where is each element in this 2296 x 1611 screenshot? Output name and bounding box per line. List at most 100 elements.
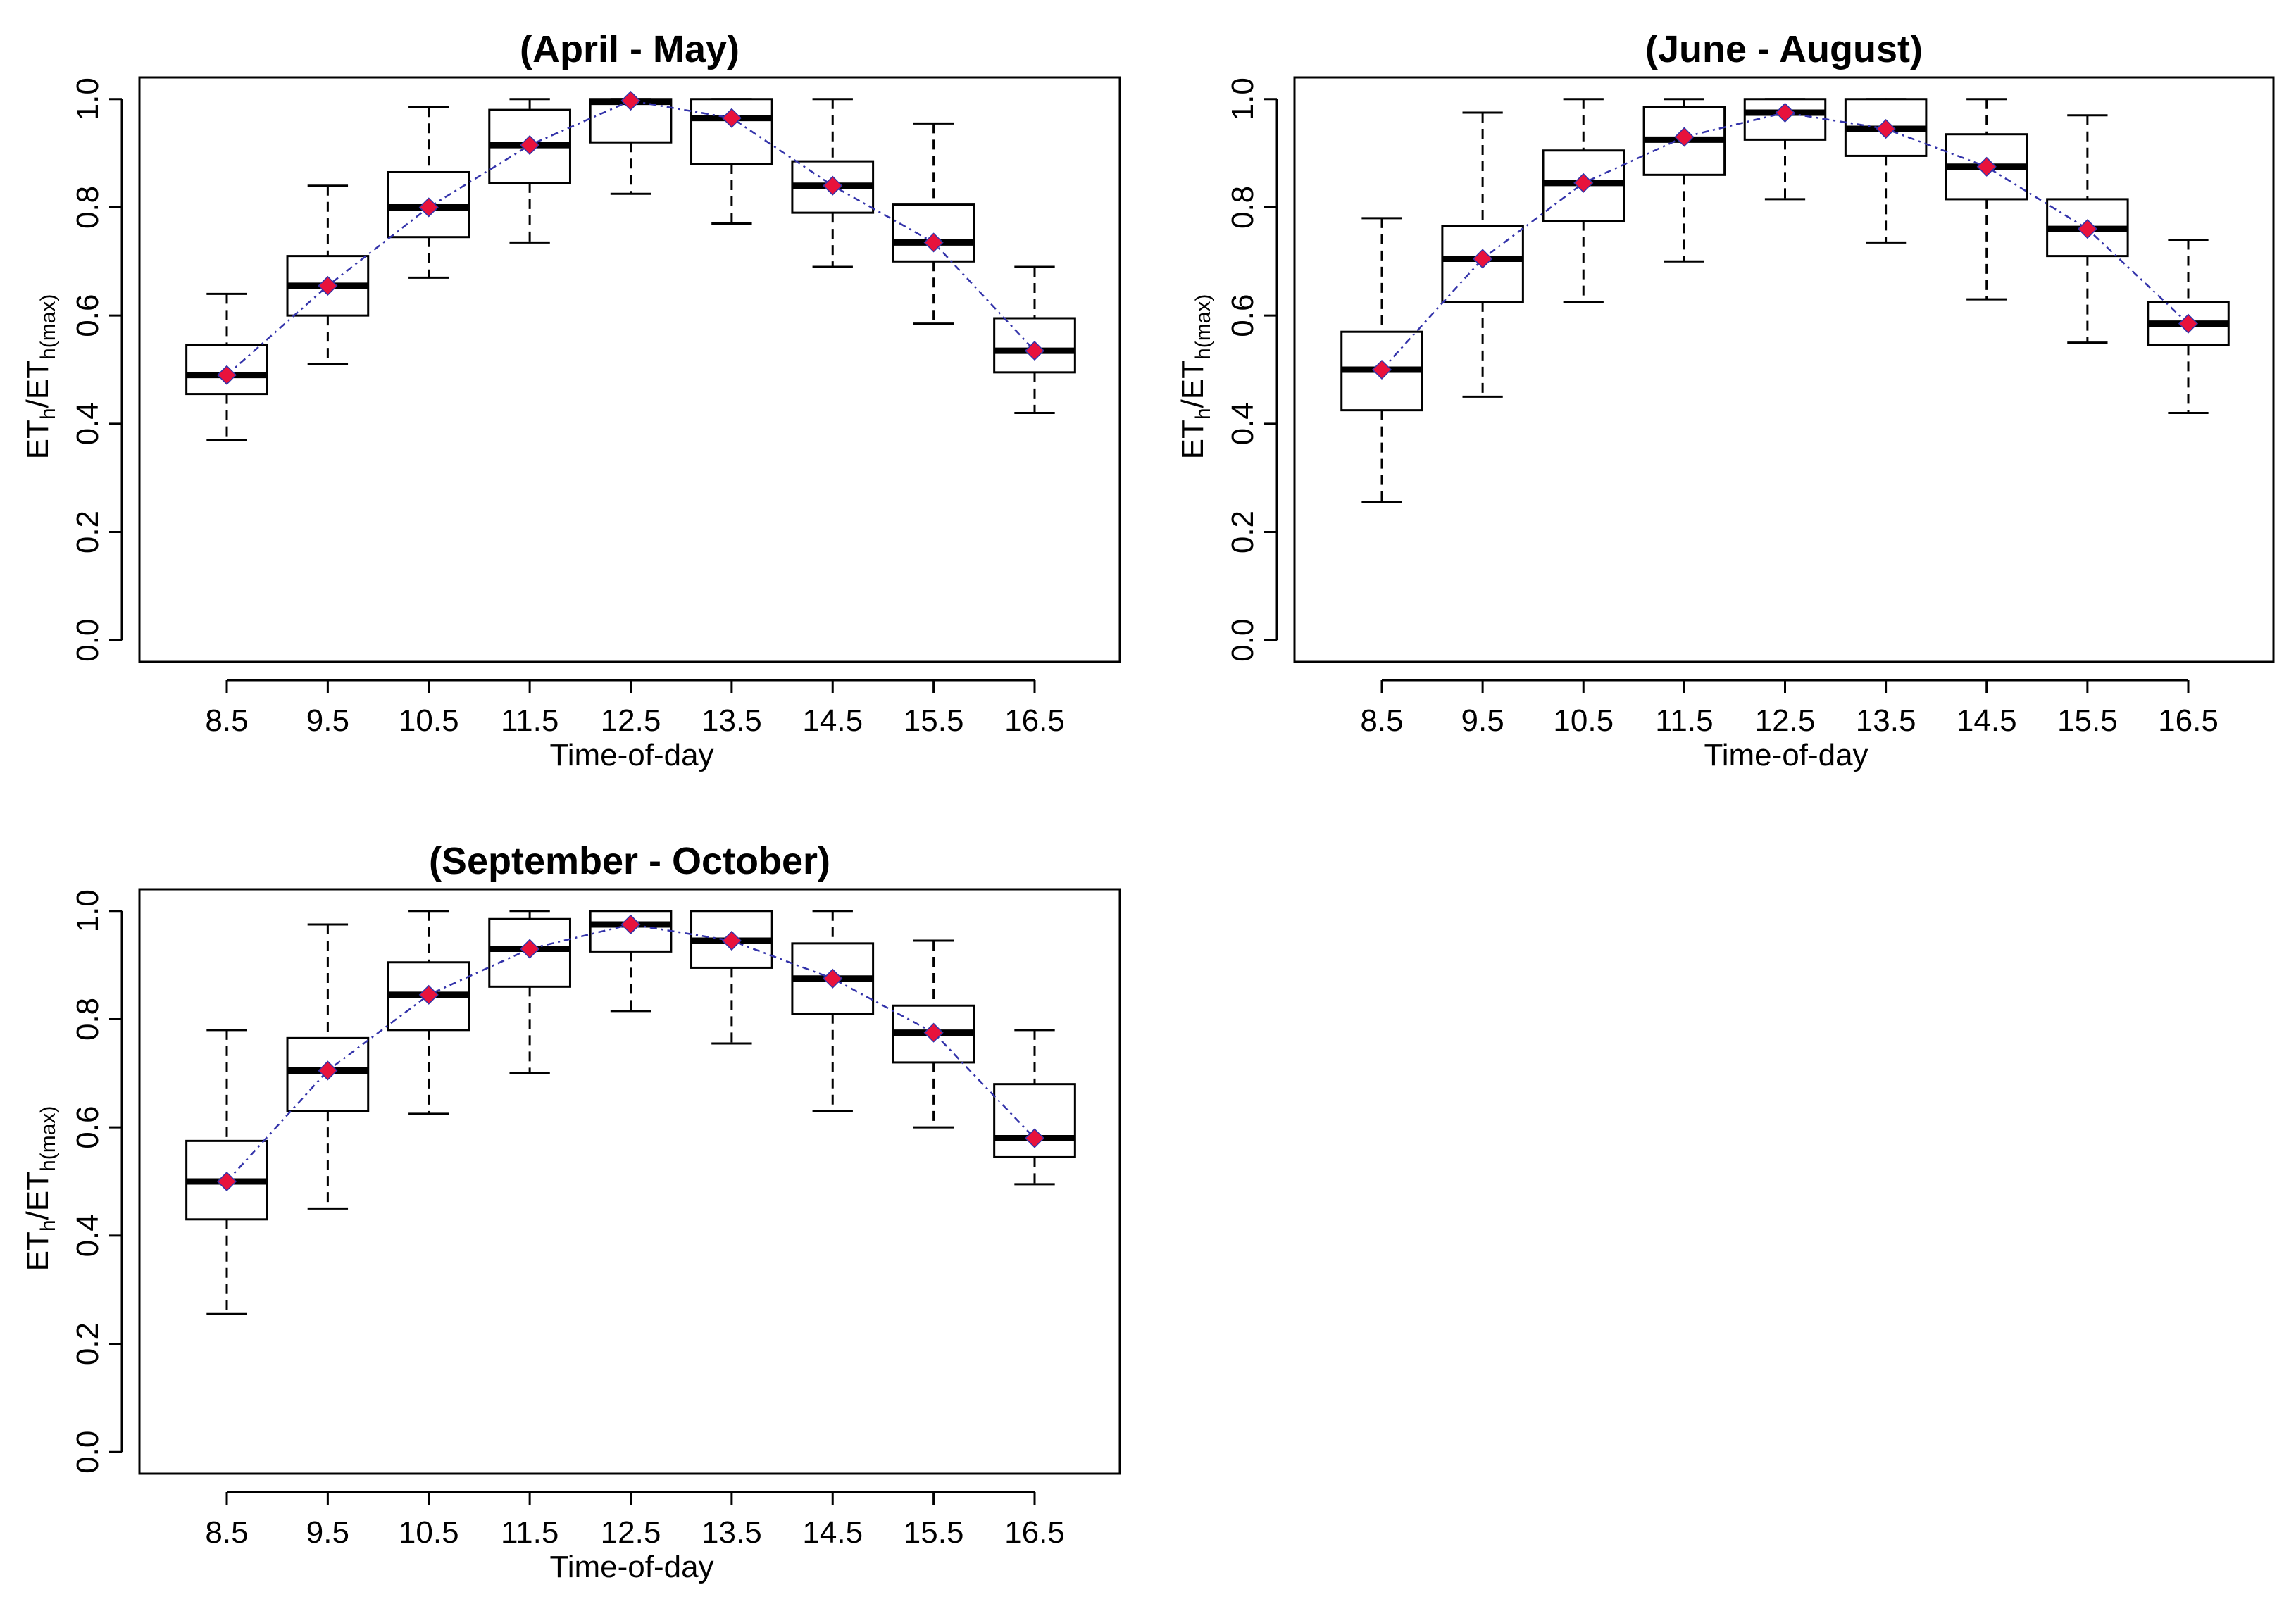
- x-tick-label: 9.5: [1461, 703, 1504, 738]
- x-axis-label: Time-of-day: [549, 738, 713, 772]
- y-tick-label: 0.4: [1225, 402, 1260, 445]
- y-tick-label: 0.6: [70, 294, 105, 337]
- iqr-box: [993, 1083, 1076, 1158]
- y-tick-label: 0.6: [70, 1106, 105, 1149]
- mean-marker: [318, 1060, 338, 1081]
- mean-marker: [418, 984, 439, 1005]
- x-tick-label: 14.5: [802, 1515, 863, 1550]
- x-tick-label: 15.5: [904, 703, 964, 738]
- x-tick-label: 10.5: [1553, 703, 1614, 738]
- x-axis-label: Time-of-day: [1704, 738, 1868, 772]
- chart-panel-2: (June - August) 0.0 0.2 0.4 0.6 0.8 1.0 8.5 9.5 1…: [1175, 28, 2275, 772]
- x-tick-label: 10.5: [399, 703, 459, 738]
- y-tick-label: 0.0: [1225, 619, 1260, 662]
- x-tick-label: 9.5: [306, 1515, 349, 1550]
- mean-marker: [620, 914, 641, 935]
- chart-panel-3: (September - October) 0.0 0.2 0.4 0.6 0.8 1.0 8…: [20, 840, 1121, 1584]
- plot-frame: [138, 888, 1121, 1475]
- y-tick-label: 0.2: [1225, 510, 1260, 553]
- plot-frame: [1293, 76, 2275, 663]
- chart-title: (April - May): [520, 28, 740, 70]
- x-tick-label: 16.5: [1004, 1515, 1065, 1550]
- y-tick-label: 1.0: [70, 889, 105, 932]
- mean-marker: [823, 968, 843, 989]
- y-tick-label: 0.8: [1225, 186, 1260, 229]
- mean-marker: [1371, 359, 1392, 380]
- boxplot-9.5: [286, 184, 370, 365]
- x-tick-label: 11.5: [501, 1515, 559, 1550]
- x-tick-label: 8.5: [205, 703, 248, 738]
- x-tick-label: 8.5: [1360, 703, 1403, 738]
- mean-marker: [520, 939, 540, 959]
- y-tick-label: 1.0: [70, 77, 105, 120]
- mean-marker: [318, 275, 338, 296]
- mean-marker: [1674, 127, 1695, 147]
- boxplot-15.5: [892, 939, 975, 1129]
- x-tick-label: 13.5: [701, 1515, 762, 1550]
- mean-marker: [1024, 1128, 1045, 1148]
- mean-marker: [520, 135, 540, 156]
- y-axis-label-part: h: [37, 1220, 60, 1231]
- x-tick-label: 12.5: [601, 703, 661, 738]
- y-axis-label: ETh/ETh(max): [20, 1106, 60, 1272]
- mean-marker: [2178, 313, 2199, 334]
- x-tick-label: 13.5: [1856, 703, 1916, 738]
- boxplot-11.5: [488, 910, 571, 1074]
- mean-marker: [1024, 341, 1045, 361]
- y-axis-label-part: h(max): [37, 294, 60, 360]
- x-tick-label: 16.5: [1004, 703, 1065, 738]
- x-tick-label: 15.5: [904, 1515, 964, 1550]
- x-tick-label: 8.5: [205, 1515, 248, 1550]
- mean-marker: [1473, 249, 1493, 269]
- mean-marker: [823, 175, 843, 196]
- y-tick-label: 1.0: [1225, 77, 1260, 120]
- x-tick-label: 11.5: [501, 703, 559, 738]
- x-tick-label: 11.5: [1655, 703, 1713, 738]
- y-axis-label-part: h: [37, 408, 60, 420]
- mean-marker: [721, 930, 742, 951]
- y-tick-label: 0.4: [70, 1214, 105, 1257]
- y-tick-label: 0.2: [70, 1322, 105, 1365]
- y-axis-label-part: ET: [1175, 420, 1210, 459]
- mean-marker: [418, 197, 439, 218]
- mean-trend-line: [226, 99, 1035, 376]
- x-tick-label: 15.5: [2057, 703, 2118, 738]
- mean-marker: [216, 365, 237, 385]
- mean-trend-line: [226, 923, 1035, 1182]
- y-axis-label-part: ET: [20, 1231, 55, 1271]
- boxplot-8.5: [185, 292, 268, 441]
- y-tick-label: 0.4: [70, 402, 105, 445]
- mean-marker: [2077, 219, 2097, 239]
- y-axis-label-part: h: [1192, 408, 1215, 420]
- plot-frame: [138, 76, 1121, 663]
- y-tick-label: 0.0: [70, 1431, 105, 1474]
- chart-title: (September - October): [429, 840, 830, 882]
- x-tick-label: 14.5: [802, 703, 863, 738]
- x-tick-label: 12.5: [1755, 703, 1816, 738]
- mean-marker: [216, 1171, 237, 1192]
- y-axis-label: ETh/ETh(max): [1175, 294, 1215, 460]
- mean-marker: [1573, 173, 1594, 193]
- y-axis-label-part: h(max): [37, 1106, 60, 1172]
- mean-marker: [1775, 102, 1795, 123]
- x-axis-label: Time-of-day: [549, 1550, 713, 1584]
- iqr-box: [488, 917, 571, 988]
- y-tick-label: 0.8: [70, 186, 105, 229]
- mean-marker: [923, 1022, 944, 1043]
- chart-panel-1: (April - May) 0.0 0.2 0.4 0.6 0.8 1.0 8.5 9.5 10.…: [20, 28, 1121, 772]
- y-tick-label: 0.8: [70, 998, 105, 1041]
- mean-marker: [923, 232, 944, 253]
- y-axis-label-part: h(max): [1192, 294, 1215, 360]
- chart-title: (June - August): [1645, 28, 1923, 70]
- mean-marker: [620, 90, 641, 111]
- mean-marker: [1876, 118, 1896, 139]
- y-axis-label: ETh/ETh(max): [20, 294, 60, 460]
- y-tick-label: 0.6: [1225, 294, 1260, 337]
- x-tick-label: 12.5: [601, 1515, 661, 1550]
- x-tick-label: 16.5: [2158, 703, 2219, 738]
- x-tick-label: 13.5: [701, 703, 762, 738]
- y-axis-label-part: /ET: [20, 1172, 55, 1220]
- x-tick-label: 10.5: [399, 1515, 459, 1550]
